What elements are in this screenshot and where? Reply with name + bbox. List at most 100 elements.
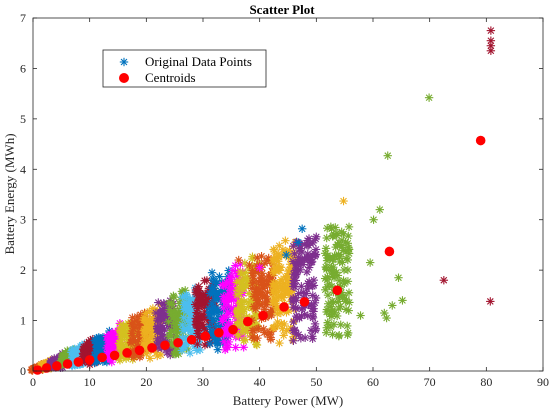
centroid-point [134,345,145,356]
centroid-point [242,316,253,327]
outlier-point [375,205,384,214]
x-tick-label: 30 [197,375,209,389]
data-point [274,252,283,262]
data-point [327,307,336,316]
legend: Original Data Points Centroids [102,49,267,88]
y-tick-label: 4 [20,162,26,176]
outlier-point [388,301,397,310]
plot-marks [27,26,496,375]
data-point [323,318,332,327]
outlier-point [369,215,378,224]
data-point [128,335,137,344]
data-point [304,263,314,272]
outlier-point [398,296,407,305]
data-point [205,339,215,349]
data-point [322,328,331,337]
data-point [254,324,263,333]
centroid-point [186,334,197,345]
outlier-point [486,26,496,35]
data-point [179,313,188,322]
data-point [312,232,321,241]
data-point [341,297,350,306]
data-point [308,291,317,300]
outlier-point [255,263,264,272]
data-point [200,276,209,285]
legend-label-original: Original Data Points [145,54,252,69]
data-point [328,255,337,265]
x-tick-label: 20 [140,375,152,389]
data-point [145,354,155,363]
data-point [232,278,241,287]
data-point [321,244,331,253]
data-point [311,250,321,259]
outlier-point [356,311,365,320]
data-point [208,317,217,326]
data-point [193,284,202,293]
data-point [164,332,174,341]
centroid-point [332,285,343,296]
data-point [224,296,234,305]
data-point [329,320,339,329]
data-point [337,241,347,250]
data-point [321,285,330,295]
data-point [293,313,302,322]
centroid-point [214,327,224,338]
centroid-point [62,359,73,369]
data-point [241,268,250,277]
data-point [344,245,354,254]
outlier-point [365,258,375,267]
y-tick-label: 1 [20,314,26,328]
data-point [145,315,154,324]
data-point [94,333,103,342]
outlier-point [294,238,303,247]
data-point [304,252,313,261]
centroid-point [279,302,289,312]
chart-title: Scatter Plot [249,2,315,17]
data-point [252,324,262,334]
centroid-point [122,348,132,358]
centroid-point [299,297,310,307]
x-tick-label: 0 [30,375,36,389]
x-tick-label: 10 [84,375,96,389]
x-tick-label: 80 [480,375,492,389]
data-point [213,339,223,348]
data-point [213,290,222,299]
data-point [335,330,344,340]
data-point [328,267,338,277]
outlier-point [207,268,217,277]
data-point [256,277,265,286]
outlier-point [297,224,307,233]
data-point [344,222,354,232]
centroid-point [147,343,157,353]
data-point [50,354,59,363]
x-tick-label: 40 [254,375,266,389]
data-point [296,334,306,343]
y-tick-label: 2 [20,263,26,277]
data-point [219,337,229,346]
data-point [304,282,314,291]
x-axis-title: Battery Power (MW) [233,393,343,408]
centroid-point [73,357,84,367]
data-point [289,282,298,291]
data-point [290,249,299,258]
centroid-point [200,331,211,342]
data-point [339,229,348,239]
centroid-point [173,337,183,348]
data-point [211,278,221,288]
y-axis-title: Battery Energy (MWh) [2,133,17,254]
data-point [298,288,308,297]
data-point [269,254,278,263]
data-point [334,251,343,260]
data-point [303,236,312,245]
data-point [328,330,337,339]
outlier-point [282,250,291,260]
data-point [218,317,227,326]
data-point [335,257,344,267]
data-point [281,236,290,245]
y-tick-label: 5 [20,112,26,126]
legend-dot-icon [119,73,129,83]
data-point [249,302,258,311]
data-point [223,343,232,352]
data-point [343,321,352,331]
